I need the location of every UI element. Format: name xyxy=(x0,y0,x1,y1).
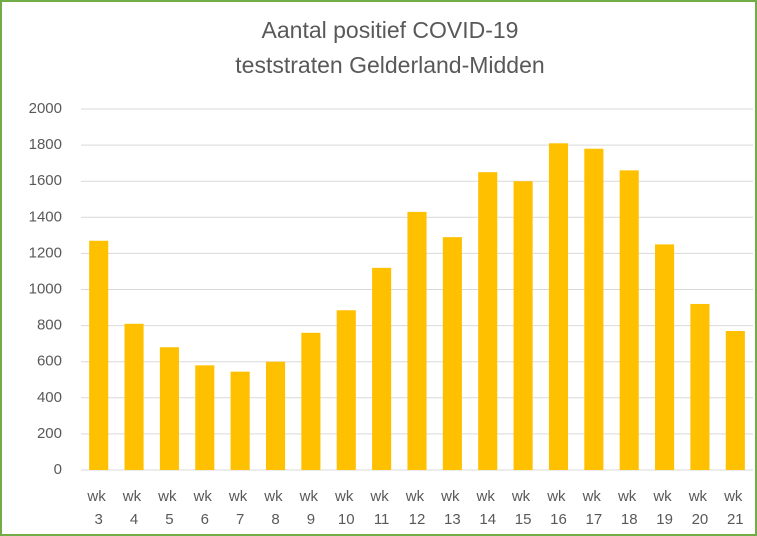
x-tick-label: wk 15 xyxy=(511,488,535,528)
x-tick-label: wk 21 xyxy=(723,488,747,528)
x-tick-label: wk 20 xyxy=(688,488,712,528)
y-tick-label: 800 xyxy=(37,317,62,334)
x-tick-label: wk 5 xyxy=(157,488,181,528)
y-tick-label: 2000 xyxy=(29,100,62,117)
bar xyxy=(655,244,675,470)
y-tick-label: 0 xyxy=(54,461,62,478)
bar xyxy=(265,361,286,470)
chart-title: Aantal positief COVID-19 xyxy=(262,17,519,43)
x-tick-label: wk 18 xyxy=(617,488,641,528)
bar xyxy=(548,143,569,471)
x-tick-label: wk 10 xyxy=(334,488,358,528)
x-tick-label: wk 11 xyxy=(369,488,393,528)
bar xyxy=(478,172,498,471)
bar xyxy=(690,303,710,470)
bar xyxy=(124,323,144,470)
y-tick-label: 600 xyxy=(37,353,62,370)
bar xyxy=(619,170,639,470)
y-tick-label: 1000 xyxy=(29,280,62,297)
x-tick-label: wk 12 xyxy=(405,488,429,528)
y-tick-label: 1400 xyxy=(29,208,62,225)
x-tick-label: wk 17 xyxy=(582,488,606,528)
y-tick-label: 200 xyxy=(37,425,62,442)
x-tick-label: wk 13 xyxy=(440,488,464,528)
x-tick-label: wk 16 xyxy=(546,488,570,528)
bar xyxy=(195,365,215,470)
y-tick-label: 1600 xyxy=(29,172,62,189)
bar xyxy=(89,240,109,470)
x-tick-label: wk 4 xyxy=(122,488,146,528)
x-tick-label: wk 7 xyxy=(228,488,252,528)
x-tick-label: wk 19 xyxy=(652,488,676,528)
x-tick-label: wk 14 xyxy=(475,488,499,528)
x-tick-label: wk 8 xyxy=(263,488,287,528)
x-tick-label: wk 9 xyxy=(299,488,323,528)
x-tick-label: wk 3 xyxy=(86,488,110,528)
bar xyxy=(230,371,250,470)
y-tick-label: 400 xyxy=(37,389,62,406)
bar xyxy=(301,332,321,470)
chart-title: teststraten Gelderland-Midden xyxy=(235,52,544,78)
bar xyxy=(442,237,462,470)
y-tick-label: 1200 xyxy=(29,244,62,261)
bar xyxy=(584,148,604,470)
bar xyxy=(725,331,745,470)
x-tick-label: wk 6 xyxy=(193,488,217,528)
bar xyxy=(336,310,356,470)
y-tick-label: 1800 xyxy=(29,136,62,153)
bar xyxy=(513,181,533,470)
bar xyxy=(407,211,427,470)
bar xyxy=(159,347,179,470)
bar xyxy=(372,267,392,470)
